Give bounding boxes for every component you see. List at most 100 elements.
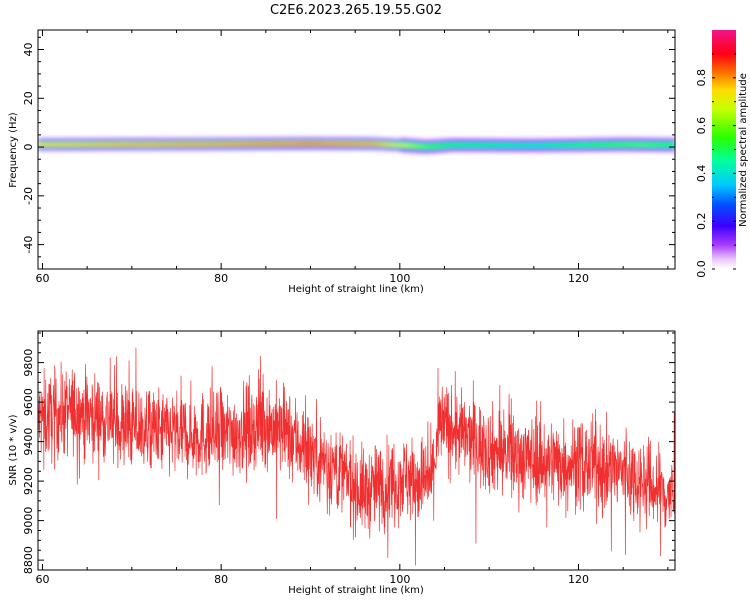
heatmap-cell: [559, 139, 565, 141]
heatmap-cell: [356, 143, 362, 145]
snr-y-axis-label: SNR (10 * v/v): [8, 414, 19, 485]
heatmap-cell: [583, 139, 589, 141]
heatmap-cell: [145, 137, 151, 139]
heatmap-cell: [619, 137, 624, 139]
heatmap-cell: [603, 142, 608, 144]
heatmap-cell: [348, 140, 354, 142]
heatmap-cell: [105, 149, 111, 151]
heatmap-cell: [575, 137, 581, 139]
heatmap-cell: [197, 140, 202, 142]
heatmap-cell: [177, 146, 182, 148]
heatmap-cell: [611, 139, 616, 141]
heatmap-cell: [177, 144, 182, 146]
heatmap-cell: [324, 149, 330, 151]
heatmap-cell: [647, 138, 652, 140]
heatmap-cell: [463, 146, 469, 148]
heatmap-cell: [77, 137, 83, 139]
heatmap-cell: [416, 148, 421, 150]
heatmap-cell: [583, 150, 589, 153]
heatmap-cell: [352, 138, 358, 140]
heatmap-cell: [221, 145, 226, 147]
heatmap-cell: [213, 142, 218, 144]
heatmap-cell: [53, 142, 59, 144]
heatmap-cell: [185, 149, 190, 151]
heatmap-cell: [45, 146, 51, 148]
heatmap-cell: [137, 144, 143, 146]
heatmap-cell: [647, 146, 652, 148]
heatmap-cell: [336, 137, 342, 139]
heatmap-cell: [483, 137, 489, 139]
heatmap-cell: [392, 145, 397, 147]
heatmap-cell: [304, 146, 310, 148]
heatmap-cell: [424, 151, 429, 154]
heatmap-cell: [495, 142, 501, 144]
heatmap-cell: [316, 149, 322, 151]
heatmap-cell: [264, 136, 270, 138]
heatmap-cell: [93, 141, 99, 143]
heatmap-cell: [121, 145, 127, 147]
heatmap-cell: [487, 140, 493, 142]
heatmap-cell: [408, 146, 413, 148]
heatmap-cell: [627, 150, 632, 153]
heatmap-cell: [185, 149, 190, 152]
heatmap-cell: [547, 142, 553, 144]
heatmap-cell: [535, 139, 541, 141]
heatmap-cell: [503, 149, 509, 152]
heatmap-cell: [631, 142, 636, 144]
heatmap-cell: [173, 136, 178, 138]
heatmap-cell: [388, 149, 393, 152]
heatmap-cell: [603, 150, 608, 153]
heatmap-cell: [221, 139, 226, 141]
heatmap-cell: [145, 149, 151, 152]
heatmap-edge-cell: [268, 147, 274, 150]
heatmap-cell: [41, 144, 47, 146]
heatmap-cell: [583, 147, 589, 149]
heatmap-cell: [336, 141, 342, 143]
heatmap-edge-cell: [113, 147, 119, 150]
heatmap-cell: [165, 143, 170, 145]
heatmap-cell: [49, 140, 55, 142]
heatmap-cell: [547, 143, 553, 145]
heatmap-cell: [193, 136, 198, 138]
heatmap-cell: [523, 141, 529, 143]
heatmap-cell: [133, 138, 139, 140]
heatmap-cell: [456, 147, 461, 149]
heatmap-cell: [667, 136, 672, 138]
tick-label: 9200: [22, 467, 35, 495]
heatmap-cell: [320, 140, 326, 142]
heatmap-cell: [217, 137, 222, 139]
heatmap-cell: [49, 149, 55, 152]
heatmap-cell: [129, 137, 135, 139]
heatmap-cell: [460, 143, 465, 145]
tick-label: 0.4: [695, 165, 708, 183]
heatmap-cell: [583, 144, 589, 146]
heatmap-cell: [372, 138, 378, 140]
heatmap-cell: [328, 141, 334, 143]
heatmap-edge-cell: [587, 148, 592, 151]
heatmap-cell: [300, 137, 306, 139]
heatmap-cell: [101, 146, 107, 148]
heatmap-edge-cell: [328, 146, 334, 149]
heatmap-cell: [531, 145, 537, 147]
heatmap-cell: [97, 149, 103, 152]
heatmap-cell: [563, 146, 569, 148]
heatmap-cell: [408, 137, 413, 139]
heatmap-cell: [332, 141, 338, 143]
heatmap-cell: [372, 142, 378, 144]
heatmap-cell: [527, 137, 533, 139]
heatmap-cell: [432, 150, 437, 153]
heatmap-cell: [137, 137, 143, 139]
heatmap-cell: [352, 140, 358, 142]
heatmap-cell: [356, 139, 362, 141]
heatmap-edge-cell: [360, 147, 366, 150]
heatmap-cell: [161, 142, 166, 144]
heatmap-cell: [249, 144, 254, 146]
heatmap-cell: [41, 143, 47, 145]
heatmap-cell: [671, 142, 675, 144]
heatmap-cell: [117, 140, 123, 142]
heatmap-cell: [539, 138, 545, 140]
heatmap-cell: [631, 143, 636, 145]
heatmap-cell: [304, 145, 310, 147]
heatmap-cell: [671, 149, 675, 152]
heatmap-cell: [201, 145, 206, 147]
